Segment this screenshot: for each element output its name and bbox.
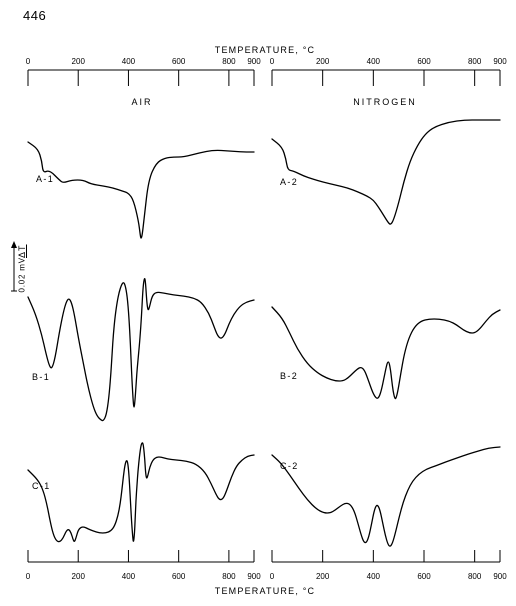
plot-svg bbox=[0, 0, 516, 606]
